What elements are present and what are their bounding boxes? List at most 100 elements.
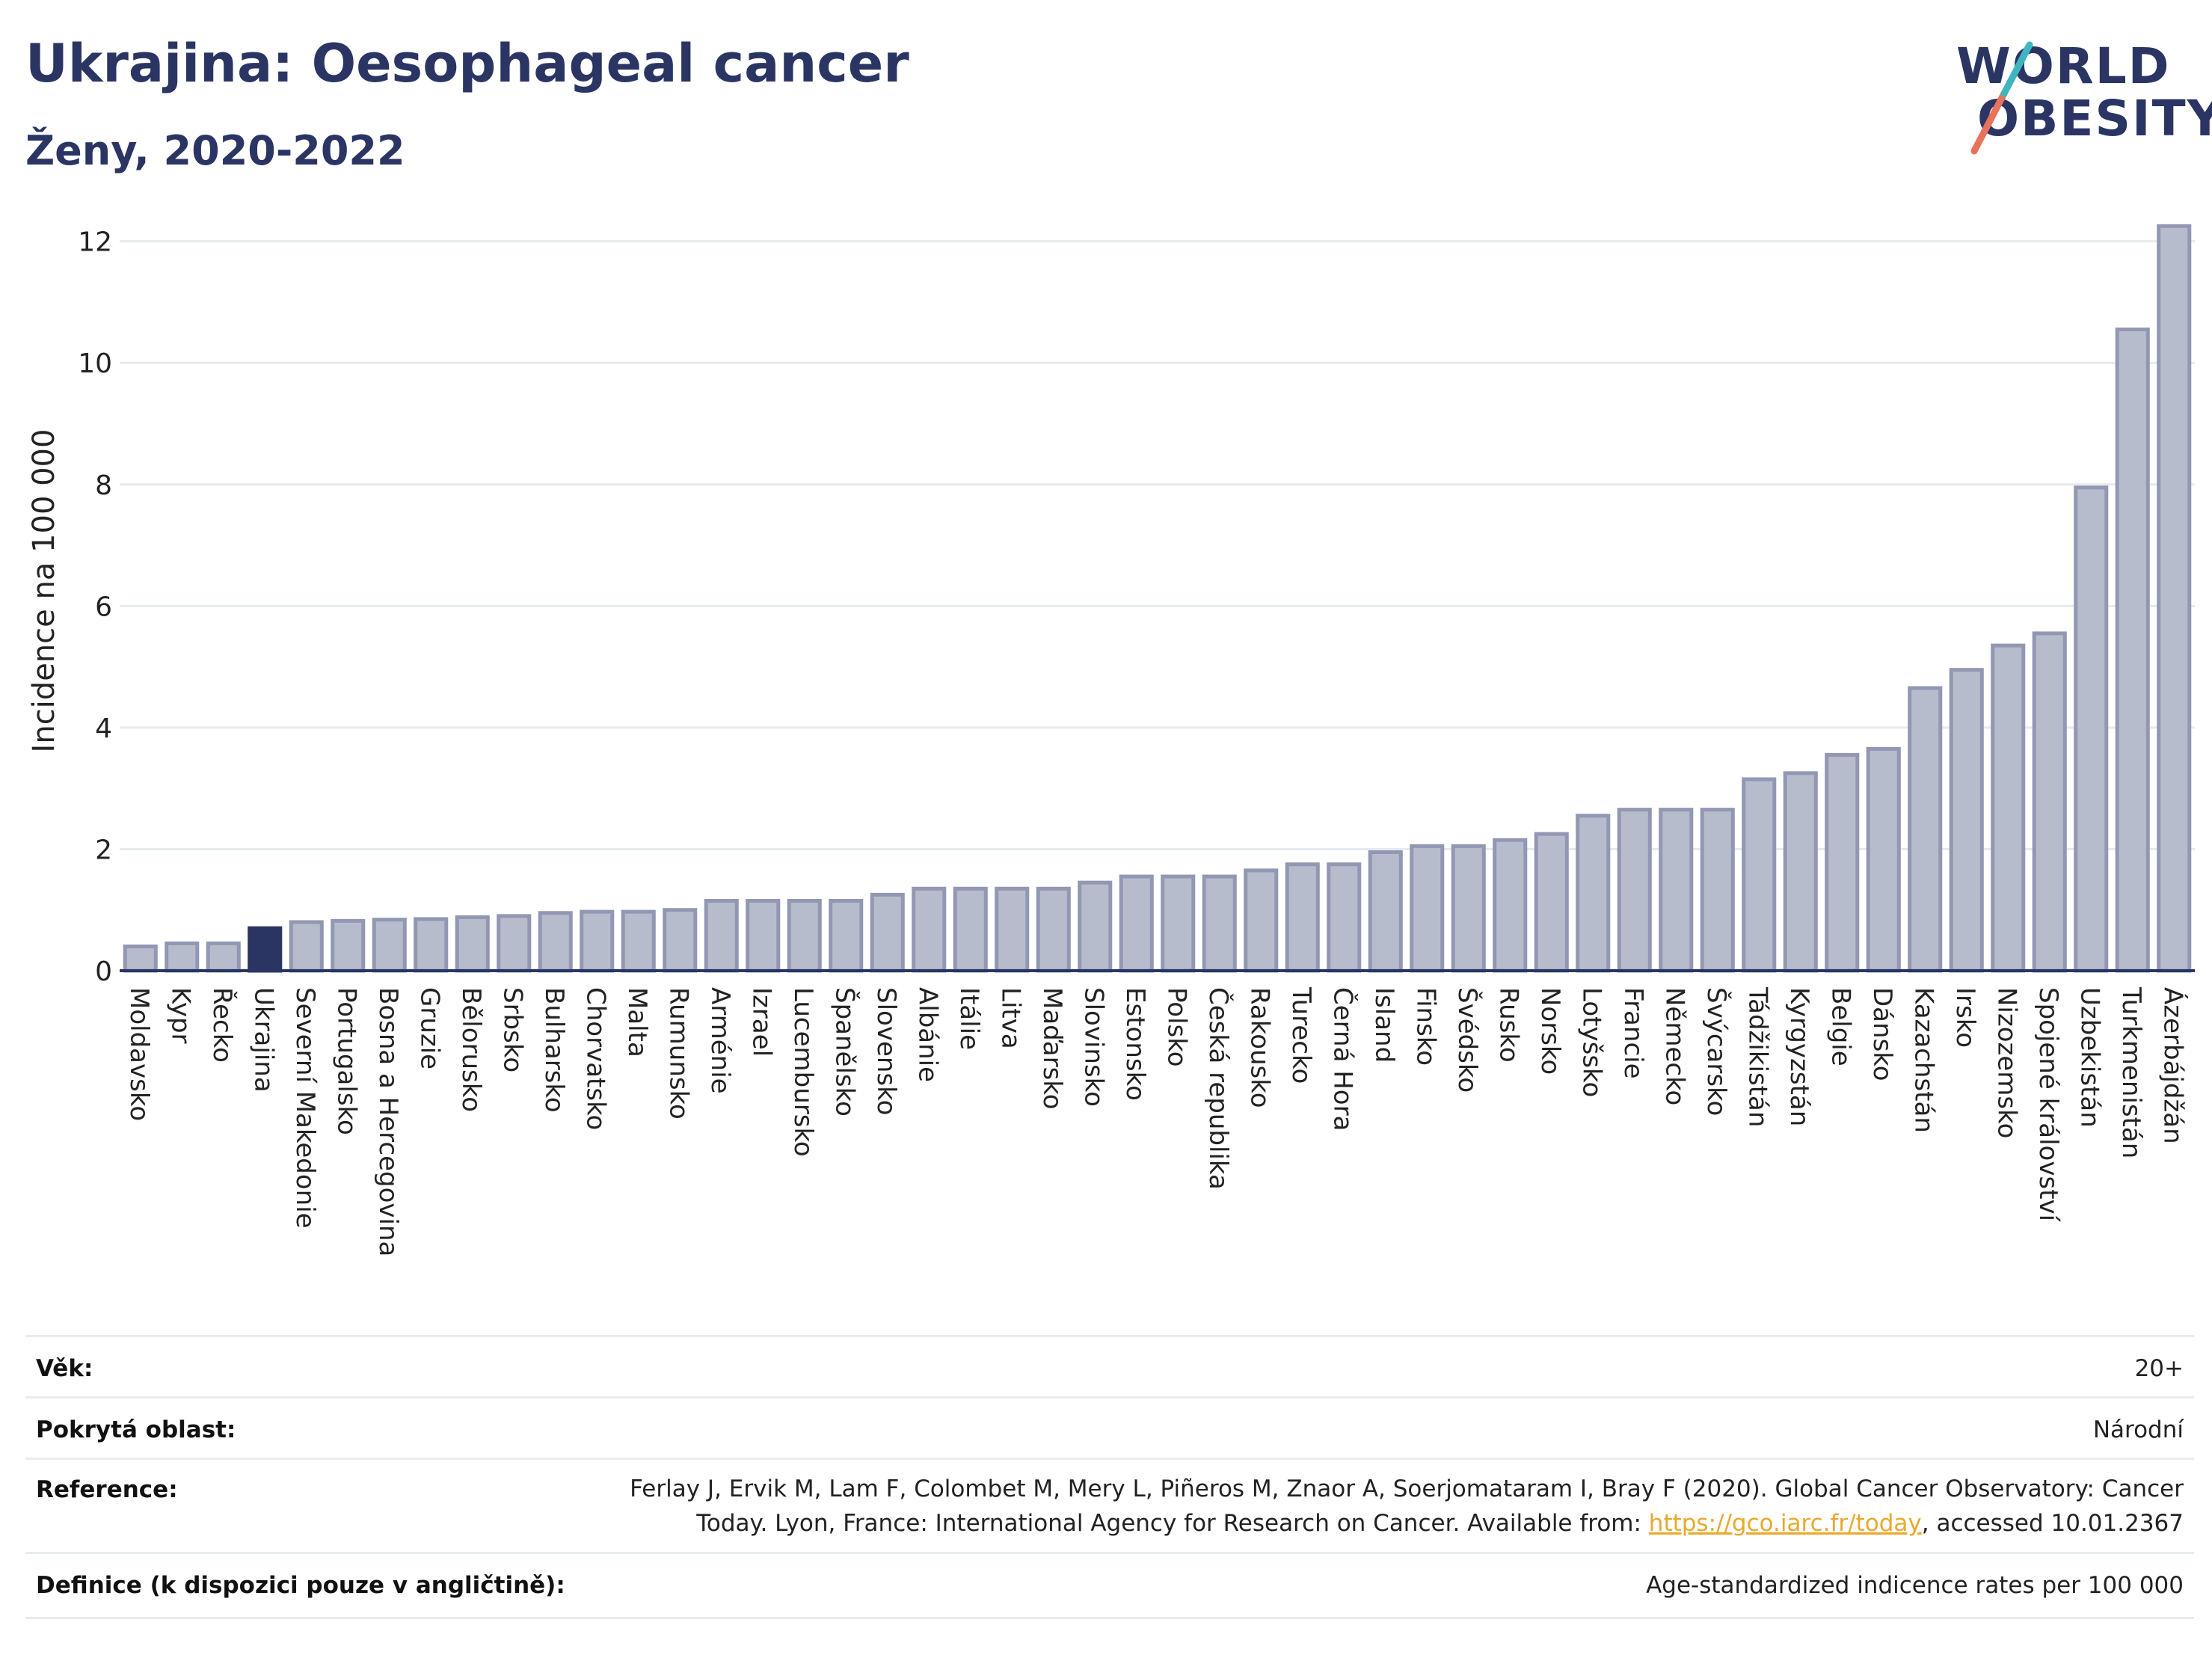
bar-country[interactable] <box>2032 631 2067 973</box>
bar-country[interactable] <box>1451 844 1486 973</box>
y-tick-label: 4 <box>95 713 112 744</box>
bar-country[interactable] <box>1659 808 1694 973</box>
reference-line-2-end: , accessed 10.01.2367 <box>1921 1510 2184 1537</box>
x-tick-label: Irsko <box>1950 987 1980 1048</box>
x-tick-label: Ázerbájdžán <box>2157 987 2188 1144</box>
bar-country[interactable] <box>704 899 739 973</box>
bar-country[interactable] <box>1036 886 1071 973</box>
y-axis-ticks: 0 2 4 6 8 10 12 <box>78 227 112 987</box>
definition-value: Age-standardized indicence rates per 100… <box>1646 1572 2184 1599</box>
bar-country[interactable] <box>1617 808 1652 973</box>
y-tick-label: 0 <box>95 957 112 987</box>
x-tick-label: Lucembursko <box>788 987 818 1157</box>
x-tick-label: Rumunsko <box>663 987 693 1120</box>
bar-country[interactable] <box>372 918 407 973</box>
x-tick-label: Německo <box>1659 987 1689 1105</box>
bar-country[interactable] <box>414 917 449 973</box>
logo-word-world: WORLD <box>1956 37 2171 95</box>
bar-country[interactable] <box>331 918 366 973</box>
bar-country[interactable] <box>1825 752 1860 973</box>
bar-country[interactable] <box>580 909 615 973</box>
x-tick-label: Černá Hora <box>1327 987 1358 1131</box>
x-tick-label: Bosna a Hercegovina <box>373 987 403 1256</box>
x-tick-label: Belgie <box>1825 987 1855 1066</box>
x-tick-label: Finsko <box>1410 987 1440 1066</box>
age-label: Věk: <box>36 1355 93 1382</box>
x-tick-label: Arménie <box>705 987 735 1094</box>
x-tick-label: Kyrgyzstán <box>1784 987 1814 1126</box>
x-tick-label: Rakousko <box>1244 987 1274 1108</box>
x-tick-label: Maďarsko <box>1037 987 1067 1110</box>
x-tick-label: Slovensko <box>871 987 901 1115</box>
x-tick-label: Itálie <box>954 987 984 1050</box>
bar-country[interactable] <box>1202 874 1237 973</box>
bar-country[interactable] <box>1991 643 2026 973</box>
bar-country[interactable] <box>1078 880 1113 973</box>
y-tick-label: 6 <box>95 592 112 622</box>
x-tick-label: Turkmenistán <box>2116 986 2146 1158</box>
bar-country[interactable] <box>995 886 1030 973</box>
bar-country[interactable] <box>2157 224 2192 973</box>
bar-chart: 0 2 4 6 8 10 12 Moldavsko Kypr Řecko Ukrajina Seve… <box>27 224 2195 1256</box>
x-tick-label: Gruzie <box>414 987 444 1069</box>
x-axis-labels: Moldavsko Kypr Řecko Ukrajina Severní Makedo… <box>124 986 2189 1256</box>
y-tick-label: 8 <box>95 470 112 501</box>
x-tick-label: Litva <box>995 987 1025 1049</box>
x-tick-label: Španělsko <box>829 987 860 1117</box>
bar-highlighted[interactable] <box>248 926 283 973</box>
x-tick-label: Turecko <box>1286 986 1316 1084</box>
x-tick-label: Chorvatsko <box>580 987 610 1130</box>
bar-country[interactable] <box>621 909 656 973</box>
bar-country[interactable] <box>829 899 864 973</box>
x-tick-label: Dánsko <box>1867 987 1897 1081</box>
bar-country[interactable] <box>1161 874 1196 973</box>
x-tick-label: Kypr <box>165 987 195 1044</box>
bar-country[interactable] <box>289 920 324 973</box>
x-tick-label: Polsko <box>1161 987 1191 1067</box>
bar-country[interactable] <box>746 899 781 973</box>
x-tick-label: Lotyšsko <box>1576 987 1606 1097</box>
x-tick-label: Švýcarsko <box>1701 987 1732 1116</box>
reference-link[interactable]: https://gco.iarc.fr/today <box>1648 1510 1922 1537</box>
bar-country[interactable] <box>1534 832 1569 973</box>
bar-country[interactable] <box>1700 808 1735 973</box>
bar-country[interactable] <box>538 911 573 973</box>
chart-title: Ukrajina: Oesophageal cancer <box>25 33 909 94</box>
bar-country[interactable] <box>206 941 241 973</box>
bar-country[interactable] <box>1327 862 1362 973</box>
bar-country[interactable] <box>1410 844 1445 973</box>
x-tick-label: Moldavsko <box>124 987 154 1121</box>
definition-label: Definice (k dispozici pouze v angličtině… <box>36 1572 565 1599</box>
x-tick-label: Francie <box>1618 987 1648 1079</box>
bar-country[interactable] <box>1119 874 1154 973</box>
bar-country[interactable] <box>912 886 947 973</box>
meta-row-definition: Definice (k dispozici pouze v angličtině… <box>25 1552 2194 1619</box>
bar-country[interactable] <box>1285 862 1320 973</box>
bar-country[interactable] <box>1244 868 1279 973</box>
bar-country[interactable] <box>663 908 698 973</box>
bar-country[interactable] <box>165 941 200 973</box>
bar-country[interactable] <box>455 915 490 973</box>
bar-country[interactable] <box>497 914 532 973</box>
reference-line-1: Ferlay J, Ervik M, Lam F, Colombet M, Me… <box>630 1476 2184 1502</box>
bar-country[interactable] <box>1742 777 1777 973</box>
bar-country[interactable] <box>123 944 158 973</box>
bar-country[interactable] <box>2115 327 2150 973</box>
x-tick-label: Nizozemsko <box>1991 987 2021 1138</box>
metadata-table: Věk: 20+ Pokrytá oblast: Národní Referen… <box>25 1335 2194 1649</box>
bar-country[interactable] <box>2074 485 2109 973</box>
bar-country[interactable] <box>1866 746 1901 973</box>
bar-country[interactable] <box>1493 838 1528 973</box>
x-tick-label: Island <box>1369 987 1399 1063</box>
bar-country[interactable] <box>1368 850 1403 973</box>
bar-country[interactable] <box>1576 814 1611 973</box>
bar-country[interactable] <box>1949 668 1984 973</box>
bar-country[interactable] <box>870 892 905 973</box>
reference-line-2: Today. Lyon, France: International Agenc… <box>538 1506 2184 1541</box>
bar-country[interactable] <box>1783 771 1818 973</box>
bar-country[interactable] <box>1908 686 1943 973</box>
bar-country[interactable] <box>953 886 988 973</box>
world-obesity-logo[interactable]: WORLD OBESITY <box>1944 22 2212 157</box>
x-tick-label: Bělorusko <box>456 987 486 1112</box>
bar-country[interactable] <box>787 899 822 973</box>
